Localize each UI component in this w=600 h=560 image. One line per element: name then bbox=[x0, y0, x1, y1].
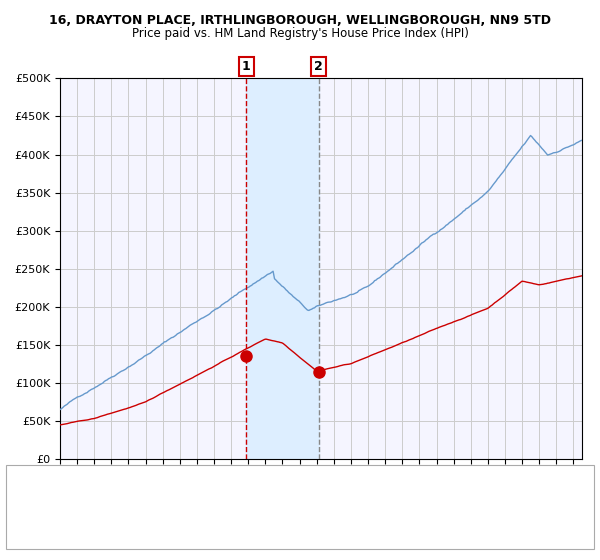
Text: 2: 2 bbox=[314, 60, 323, 73]
Text: £115,000: £115,000 bbox=[168, 510, 221, 520]
Bar bbox=[246, 78, 319, 459]
Text: 1: 1 bbox=[14, 494, 22, 505]
Text: 16, DRAYTON PLACE, IRTHLINGBOROUGH, WELLINGBOROUGH, NN9 5TD (detached hous: 16, DRAYTON PLACE, IRTHLINGBOROUGH, WELL… bbox=[42, 468, 475, 478]
Text: £135,500: £135,500 bbox=[168, 494, 221, 505]
Text: HPI: Average price, detached house, North Northamptonshire: HPI: Average price, detached house, Nort… bbox=[42, 481, 343, 491]
Text: 11-NOV-2005: 11-NOV-2005 bbox=[39, 494, 113, 505]
Text: Contains HM Land Registry data © Crown copyright and database right 2024.: Contains HM Land Registry data © Crown c… bbox=[12, 526, 364, 535]
Text: 1: 1 bbox=[242, 60, 250, 73]
Text: This data is licensed under the Open Government Licence v3.0.: This data is licensed under the Open Gov… bbox=[12, 536, 301, 545]
Text: 16, DRAYTON PLACE, IRTHLINGBOROUGH, WELLINGBOROUGH, NN9 5TD: 16, DRAYTON PLACE, IRTHLINGBOROUGH, WELL… bbox=[49, 14, 551, 27]
Text: 36% ↓ HPI: 36% ↓ HPI bbox=[282, 494, 341, 505]
Text: 44% ↓ HPI: 44% ↓ HPI bbox=[282, 510, 341, 520]
Text: Price paid vs. HM Land Registry's House Price Index (HPI): Price paid vs. HM Land Registry's House … bbox=[131, 27, 469, 40]
Text: 2: 2 bbox=[14, 510, 22, 520]
Text: 12-FEB-2010: 12-FEB-2010 bbox=[39, 510, 110, 520]
